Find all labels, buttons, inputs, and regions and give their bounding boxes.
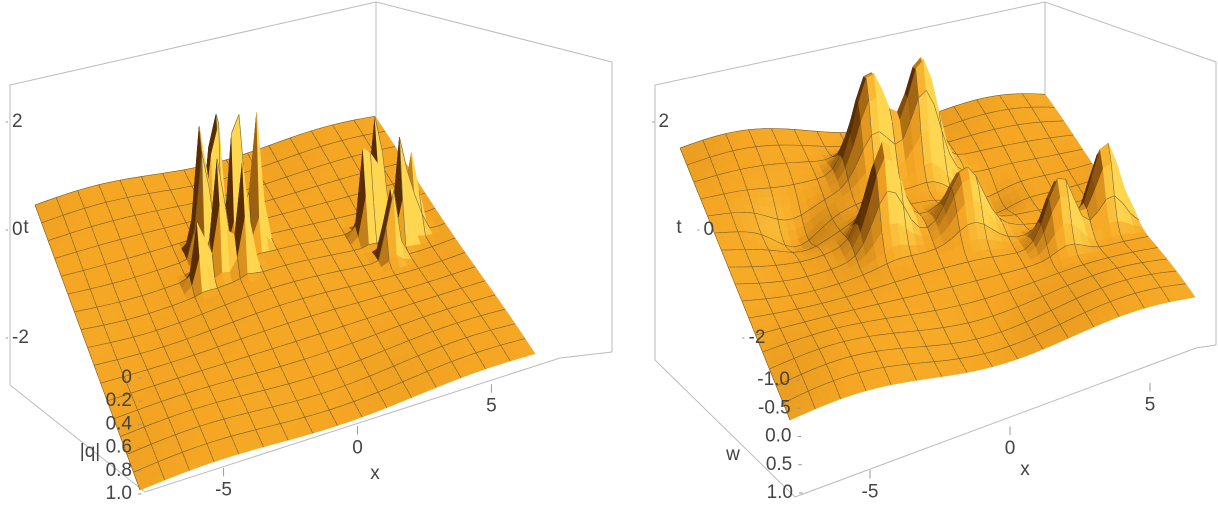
x-axis-label: x [370, 463, 380, 484]
tick-label: 0 [12, 219, 23, 240]
tick-label: 2 [12, 111, 23, 132]
z-axis-label: |q| [80, 441, 100, 462]
tick-label: 0.6 [106, 437, 132, 458]
tick-label: 0.8 [106, 460, 132, 481]
surface-plot [680, 58, 1195, 420]
t-axis-label: t [23, 217, 29, 238]
tick-label: -5 [215, 479, 232, 500]
tick-label: 0 [352, 438, 363, 459]
tick-label: 0.4 [106, 413, 133, 434]
tick-label: 1.0 [106, 483, 132, 504]
tick-label: 0 [121, 367, 132, 388]
tick-label: 5 [486, 396, 497, 417]
tick-label: -2 [12, 327, 29, 348]
tick-label: 0.2 [106, 390, 132, 411]
